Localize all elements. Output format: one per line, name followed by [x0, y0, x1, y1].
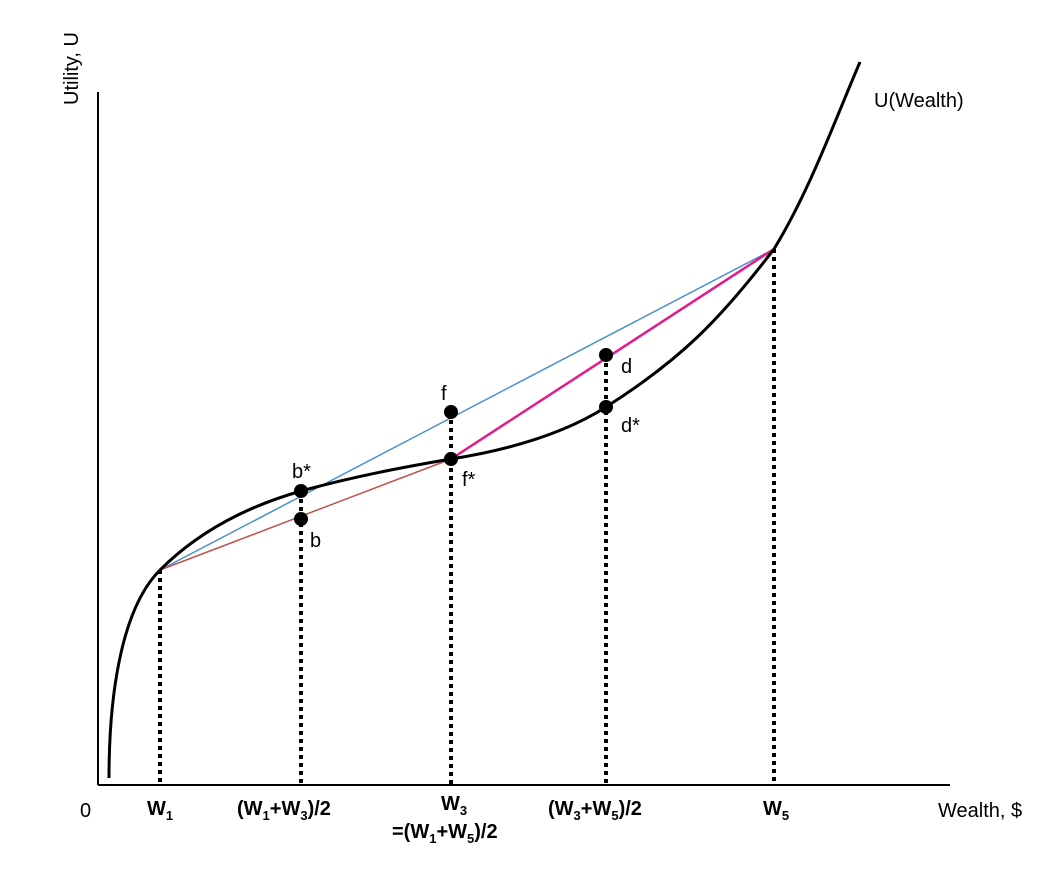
point-b-star [294, 484, 308, 498]
point-f [444, 405, 458, 419]
label-b: b [310, 530, 321, 552]
tick-w3-eq: =(W1+W5)/2 [392, 821, 498, 846]
curve-label: U(Wealth) [874, 90, 964, 112]
tick-w3w5: (W3+W5)/2 [548, 798, 642, 823]
label-d: d [621, 356, 632, 378]
blue-chord [159, 248, 775, 571]
point-f-star [444, 452, 458, 466]
tick-w3: W3 [441, 793, 467, 818]
label-f-star: f* [462, 469, 476, 491]
point-d-star [599, 400, 613, 414]
label-b-star: b* [292, 461, 311, 483]
point-b [294, 512, 308, 526]
point-d [599, 348, 613, 362]
origin-label: 0 [80, 800, 91, 822]
label-d-star: d* [621, 415, 640, 437]
x-axis-label: Wealth, $ [938, 800, 1022, 822]
y-axis-label: Utility, U [61, 32, 83, 105]
tick-w1: W1 [147, 798, 173, 823]
label-f: f [441, 383, 447, 405]
tick-w1w3: (W1+W3)/2 [237, 798, 331, 823]
utility-curve [107, 61, 862, 779]
tick-w5: W5 [763, 798, 789, 823]
